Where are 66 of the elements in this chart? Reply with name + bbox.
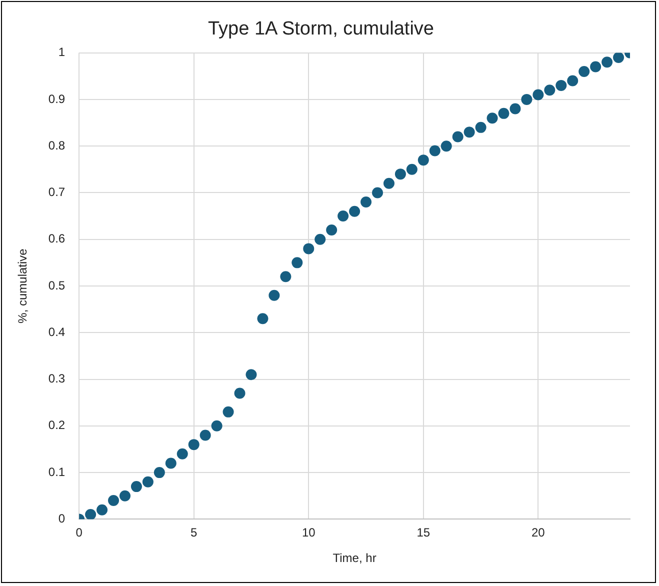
point [234, 388, 246, 399]
y-tick-label: 1 [58, 45, 66, 60]
point [96, 504, 108, 516]
chart-title: Type 1A Storm, cumulative [208, 18, 434, 40]
point [280, 271, 292, 282]
point [464, 126, 475, 138]
point [142, 476, 154, 488]
point [429, 145, 440, 156]
point [567, 75, 578, 86]
point [360, 196, 372, 208]
point [452, 131, 464, 142]
point [383, 178, 394, 189]
x-tick-label: 15 [416, 526, 430, 540]
point [188, 439, 200, 450]
point [590, 61, 602, 72]
point [246, 369, 257, 380]
x-tick-label: 5 [190, 526, 198, 540]
point [486, 112, 498, 124]
point [613, 52, 624, 63]
point [257, 313, 268, 324]
y-tick-label: 0.6 [48, 232, 66, 246]
y-tick-label: 0 [58, 512, 66, 526]
point [165, 458, 176, 469]
y-tick-label: 0.3 [48, 372, 66, 386]
x-tick-label: 0 [76, 526, 83, 540]
point [303, 243, 314, 254]
point [119, 490, 130, 502]
point [176, 448, 188, 460]
y-tick-label: 0.1 [48, 464, 66, 479]
point [349, 206, 360, 217]
point [521, 94, 532, 105]
point [498, 108, 510, 119]
point [200, 430, 211, 441]
y-tick-label: 0.8 [48, 138, 66, 152]
point [532, 89, 544, 100]
x-axis-title: Time, hr [332, 551, 376, 566]
point [130, 481, 142, 492]
y-tick-label: 0.2 [48, 418, 66, 432]
point [108, 495, 120, 506]
point [222, 406, 234, 418]
y-axis-title: %, cumulative [16, 248, 30, 324]
point [556, 80, 567, 91]
point [338, 210, 349, 222]
point [602, 56, 613, 68]
point [326, 224, 338, 236]
point [510, 103, 521, 114]
point [314, 234, 326, 245]
point [440, 140, 452, 152]
point [154, 467, 165, 478]
point [418, 154, 429, 166]
point [578, 66, 590, 77]
point [406, 164, 418, 175]
y-tick-label: 0.4 [48, 324, 66, 339]
y-tick-label: 0.5 [48, 278, 66, 292]
y-tick-label: 0.9 [48, 92, 66, 106]
x-tick-label: 20 [532, 526, 546, 540]
point [211, 420, 222, 432]
point [544, 84, 556, 96]
point [292, 257, 303, 268]
point [372, 187, 383, 198]
y-tick-label: 0.7 [48, 185, 66, 200]
point [85, 509, 96, 520]
point [475, 122, 486, 133]
x-tick-label: 10 [302, 526, 316, 540]
point [394, 168, 406, 180]
point [268, 290, 280, 301]
